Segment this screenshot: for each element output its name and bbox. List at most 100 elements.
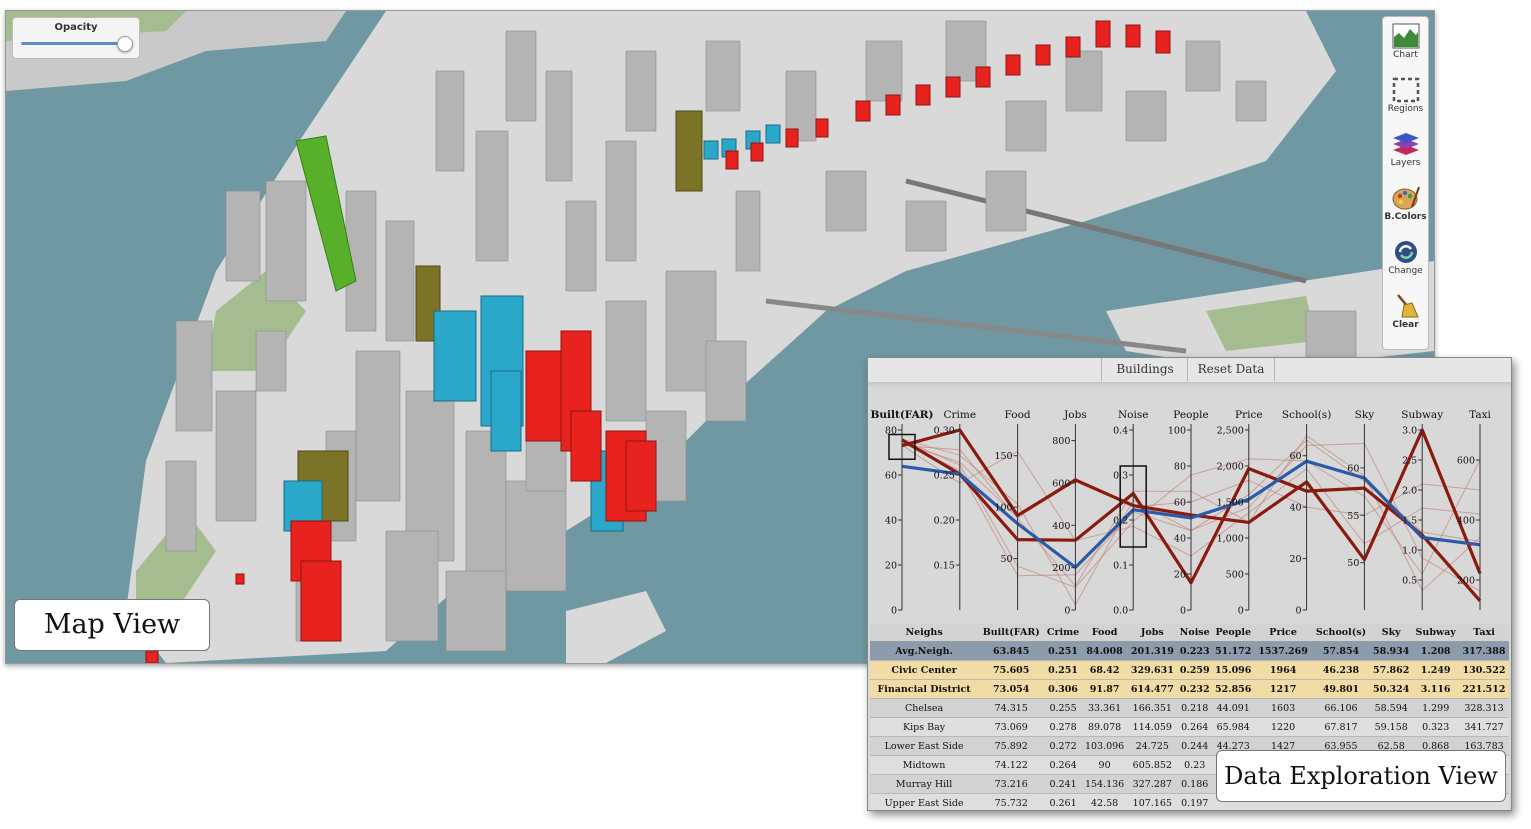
- table-cell: 67.817: [1311, 717, 1371, 737]
- table-row[interactable]: Chelsea 74.315 0.255 33.361 166.351 0.218 44.0…: [870, 698, 1509, 718]
- table-row[interactable]: Kips Bay 73.069 0.278 89.078 114.059 0.264 65.…: [870, 717, 1509, 737]
- tick-label: 0: [1296, 606, 1302, 617]
- table-cell: 57.862: [1370, 660, 1413, 680]
- row-name-cell: Civic Center: [870, 660, 979, 680]
- column-header[interactable]: Neighs: [870, 624, 979, 642]
- row-name-cell: Upper East Side: [870, 793, 979, 810]
- change-icon: [1394, 241, 1417, 263]
- opacity-slider-handle[interactable]: [117, 36, 133, 52]
- axis-label-school-s: School(s): [1282, 409, 1331, 421]
- tick-label: 3.0: [1402, 426, 1417, 437]
- opacity-slider-track[interactable]: [21, 42, 123, 45]
- column-header[interactable]: Taxi: [1459, 624, 1509, 642]
- table-cell: 58.934: [1370, 641, 1413, 661]
- column-header[interactable]: Jobs: [1127, 624, 1178, 642]
- chart-label: Chart: [1393, 50, 1418, 60]
- row-name-cell: Murray Hill: [870, 774, 979, 794]
- column-header[interactable]: Noise: [1177, 624, 1213, 642]
- table-cell: 605.852: [1127, 755, 1178, 775]
- chart-button[interactable]: Chart: [1383, 17, 1428, 71]
- tick-label: 0: [1064, 606, 1070, 617]
- table-cell: 1.208: [1412, 641, 1460, 661]
- tick-label: 100: [994, 503, 1012, 514]
- table-cell: 0.264: [1177, 717, 1213, 737]
- tick-label: 0: [1238, 606, 1244, 617]
- column-header[interactable]: People: [1212, 624, 1255, 642]
- table-cell: 166.351: [1127, 698, 1178, 718]
- table-cell: 328.313: [1459, 698, 1509, 718]
- column-header[interactable]: School(s): [1311, 624, 1371, 642]
- table-cell: 42.58: [1081, 793, 1128, 810]
- table-cell: 0.264: [1044, 755, 1082, 775]
- tick-label: 60: [1347, 463, 1359, 474]
- change-button[interactable]: Change: [1383, 233, 1428, 287]
- map-view[interactable]: Opacity Chart Regions Layers: [5, 10, 1435, 664]
- column-header[interactable]: Sky: [1370, 624, 1413, 642]
- column-header[interactable]: Subway: [1412, 624, 1460, 642]
- tick-label: 0: [891, 606, 897, 617]
- table-cell: 0.244: [1177, 736, 1213, 756]
- chart-icon: [1392, 23, 1419, 49]
- tab-buildings[interactable]: Buildings: [1101, 358, 1188, 381]
- axis-label-people: People: [1173, 409, 1208, 421]
- axis-label-subway: Subway: [1401, 409, 1443, 421]
- column-header[interactable]: Food: [1081, 624, 1128, 642]
- table-cell: 0.306: [1044, 679, 1082, 699]
- palette-icon: [1392, 186, 1420, 210]
- row-name-cell: Lower East Side: [870, 736, 979, 756]
- tab-reset-data[interactable]: Reset Data: [1187, 358, 1275, 381]
- brush-built-far[interactable]: [888, 433, 916, 460]
- brooklyn-park: [1206, 296, 1316, 351]
- opacity-control: Opacity: [12, 17, 140, 59]
- table-cell: 0.251: [1044, 641, 1082, 661]
- tick-label: 400: [1052, 521, 1070, 532]
- tick-label: 2,000: [1217, 462, 1244, 473]
- table-cell: 46.238: [1311, 660, 1371, 680]
- table-cell: 0.241: [1044, 774, 1082, 794]
- table-cell: 1603: [1254, 698, 1312, 718]
- tick-label: 0.0: [1113, 606, 1128, 617]
- map-view-caption: Map View: [14, 599, 210, 651]
- table-cell: 154.136: [1081, 774, 1128, 794]
- axis-label-food: Food: [1005, 409, 1031, 421]
- table-cell: 58.594: [1370, 698, 1413, 718]
- table-cell: 103.096: [1081, 736, 1128, 756]
- data-view-caption: Data Exploration View: [1216, 750, 1506, 802]
- change-label: Change: [1388, 266, 1423, 276]
- column-header[interactable]: Built(FAR): [978, 624, 1045, 642]
- column-header[interactable]: Crime: [1044, 624, 1082, 642]
- table-cell: 74.315: [978, 698, 1045, 718]
- tick-label: 0.30: [934, 426, 955, 437]
- axis-label-taxi: Taxi: [1469, 409, 1491, 421]
- table-cell: 59.158: [1370, 717, 1413, 737]
- layers-icon: [1392, 133, 1419, 155]
- parallel-coordinates-chart[interactable]: Built(FAR) 0 20 40 60 80 Crime 0.15 0.20 0.25 0.30…: [868, 388, 1511, 624]
- table-row[interactable]: Avg.Neigh. 63.845 0.251 84.008 201.319 0.223 5…: [870, 641, 1509, 661]
- olive-building-1: [415, 265, 441, 342]
- brooklyn-bridge: [765, 298, 1187, 354]
- table-header-row: Neighs Built(FAR) Crime Food Jobs Noise People…: [870, 624, 1509, 642]
- regions-button[interactable]: Regions: [1383, 71, 1428, 125]
- clear-label: Clear: [1392, 320, 1419, 330]
- table-cell: 89.078: [1081, 717, 1128, 737]
- building-colors-button[interactable]: B.Colors: [1383, 179, 1428, 233]
- brush-noise[interactable]: [1119, 465, 1147, 548]
- table-cell: 91.87: [1081, 679, 1128, 699]
- column-header[interactable]: Price: [1254, 624, 1312, 642]
- table-cell: 1.249: [1412, 660, 1460, 680]
- row-name-cell: Chelsea: [870, 698, 979, 718]
- table-row[interactable]: Civic Center 75.605 0.251 68.42 329.631 0.259…: [870, 660, 1509, 680]
- table-cell: 329.631: [1127, 660, 1178, 680]
- clear-button[interactable]: Clear: [1383, 287, 1428, 341]
- table-cell: 0.197: [1177, 793, 1213, 810]
- table-cell: 0.278: [1044, 717, 1082, 737]
- tick-label: 55: [1347, 511, 1359, 522]
- table-row[interactable]: Financial District 73.054 0.306 91.87 614.47…: [870, 679, 1509, 699]
- table-cell: 51.172: [1212, 641, 1255, 661]
- table-cell: 0.23: [1177, 755, 1213, 775]
- table-cell: 84.008: [1081, 641, 1128, 661]
- tick-label: 60: [1290, 451, 1302, 462]
- layers-button[interactable]: Layers: [1383, 125, 1428, 179]
- tick-label: 150: [994, 451, 1012, 462]
- tick-label: 50: [1347, 558, 1359, 569]
